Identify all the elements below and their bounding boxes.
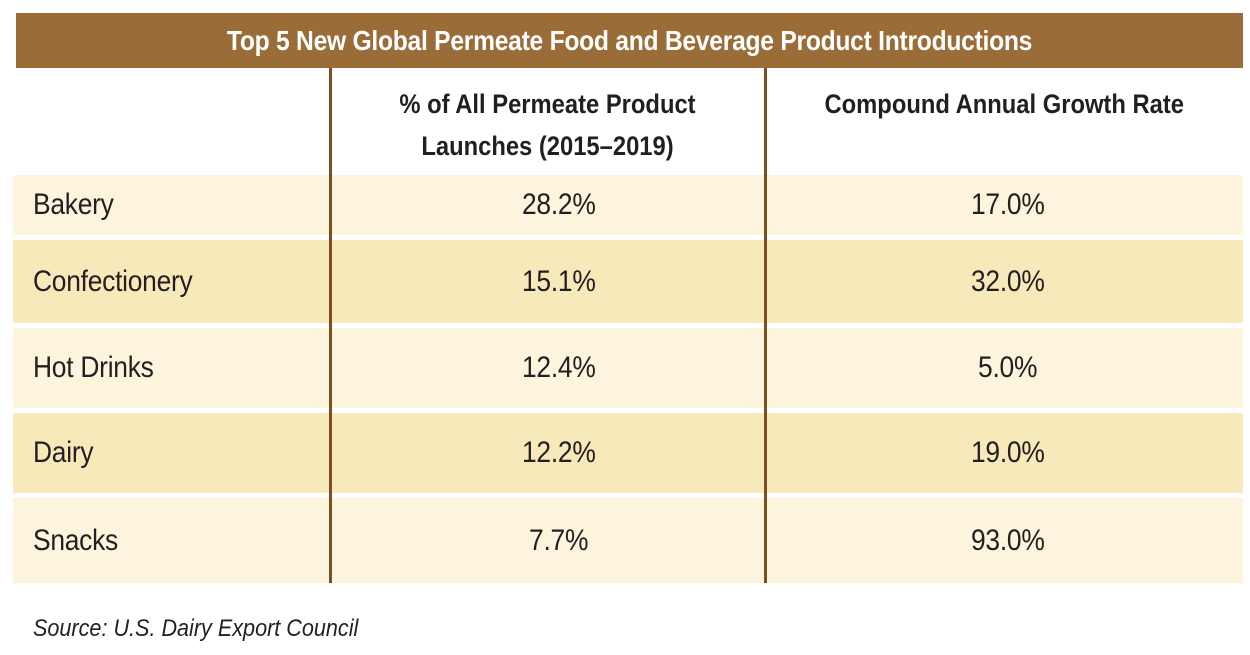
column-header-cagr-label: Compound Annual Growth Rate (824, 89, 1184, 119)
row-cagr: 5.0% (773, 328, 1243, 408)
row-cagr: 32.0% (773, 240, 1243, 323)
source-note-text: Source: U.S. Dairy Export Council (33, 615, 359, 642)
table-header-row: % of All Permeate Product Launches (2015… (13, 68, 1243, 175)
table-title: Top 5 New Global Permeate Food and Bever… (226, 24, 1033, 56)
permeate-products-table: % of All Permeate Product Launches (2015… (13, 68, 1243, 588)
row-launch-share: 12.4% (345, 328, 773, 408)
launch-share-value: 12.4% (522, 351, 596, 384)
row-launch-share: 7.7% (345, 498, 773, 583)
column-header-category (13, 68, 330, 175)
row-cagr: 19.0% (773, 413, 1243, 493)
launch-share-value: 7.7% (529, 523, 589, 557)
column-divider-left (329, 68, 332, 583)
row-category: Bakery (13, 175, 345, 235)
launch-share-value: 15.1% (522, 264, 596, 298)
cagr-value: 32.0% (971, 264, 1045, 298)
category-label: Hot Drinks (33, 351, 154, 384)
row-category: Confectionery (13, 240, 345, 323)
table-title-bar: Top 5 New Global Permeate Food and Bever… (16, 13, 1243, 68)
row-category: Hot Drinks (13, 328, 345, 408)
column-header-launch-share-label: % of All Permeate Product Launches (2015… (399, 89, 696, 161)
category-label: Snacks (33, 523, 119, 557)
cagr-value: 93.0% (971, 523, 1045, 557)
row-launch-share: 15.1% (345, 240, 773, 323)
category-label: Bakery (33, 188, 114, 221)
category-label: Dairy (33, 436, 94, 469)
table-row-hot-drinks: Hot Drinks 12.4% 5.0% (13, 328, 1243, 408)
cagr-value: 17.0% (971, 188, 1045, 221)
row-category: Dairy (13, 413, 345, 493)
row-cagr: 17.0% (773, 175, 1243, 235)
row-cagr: 93.0% (773, 498, 1243, 583)
table-row-dairy: Dairy 12.2% 19.0% (13, 413, 1243, 493)
column-header-launch-share: % of All Permeate Product Launches (2015… (330, 68, 765, 175)
column-header-cagr: Compound Annual Growth Rate (765, 68, 1243, 175)
row-launch-share: 28.2% (345, 175, 773, 235)
cagr-value: 19.0% (971, 436, 1045, 469)
launch-share-value: 28.2% (522, 188, 596, 221)
launch-share-value: 12.2% (522, 436, 596, 469)
table-row-snacks: Snacks 7.7% 93.0% (13, 498, 1243, 583)
source-note: Source: U.S. Dairy Export Council (33, 615, 394, 643)
table-row-bakery: Bakery 28.2% 17.0% (13, 175, 1243, 235)
table-row-confectionery: Confectionery 15.1% 32.0% (13, 240, 1243, 323)
row-category: Snacks (13, 498, 345, 583)
column-divider-right (764, 68, 767, 583)
category-label: Confectionery (33, 264, 193, 298)
row-launch-share: 12.2% (345, 413, 773, 493)
cagr-value: 5.0% (978, 351, 1038, 384)
